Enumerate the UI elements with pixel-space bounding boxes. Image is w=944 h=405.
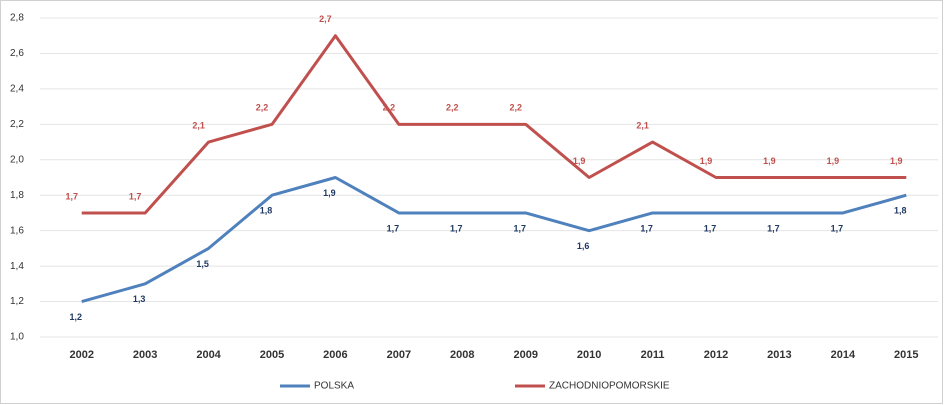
data-label: 1,7 <box>704 223 717 233</box>
data-label: 1,6 <box>577 241 590 251</box>
x-tick-label: 2003 <box>133 349 157 361</box>
data-label: 2,2 <box>383 103 396 113</box>
data-label: 2,1 <box>192 120 205 130</box>
data-label: 1,7 <box>640 223 653 233</box>
data-label: 1,7 <box>831 223 844 233</box>
x-tick-label: 2006 <box>323 349 347 361</box>
data-label: 2,7 <box>319 14 332 24</box>
x-tick-label: 2005 <box>260 349 284 361</box>
data-label: 2,2 <box>446 103 459 113</box>
data-label: 1,7 <box>767 223 780 233</box>
data-label: 1,9 <box>700 156 713 166</box>
y-tick-label: 2,4 <box>10 84 24 95</box>
data-label: 1,9 <box>890 156 903 166</box>
x-tick-label: 2011 <box>641 349 665 361</box>
data-label: 1,7 <box>129 191 142 201</box>
x-tick-label: 2008 <box>450 349 474 361</box>
y-tick-label: 1,0 <box>10 332 24 343</box>
legend-label: POLSKA <box>314 381 354 392</box>
data-label: 1,7 <box>65 191 78 201</box>
data-label: 2,2 <box>256 103 269 113</box>
x-tick-label: 2013 <box>767 349 791 361</box>
series-line <box>81 34 907 215</box>
x-tick-label: 2015 <box>894 349 918 361</box>
data-label: 1,9 <box>573 156 586 166</box>
x-tick-label: 2014 <box>831 349 856 361</box>
y-tick-label: 2,8 <box>10 13 24 24</box>
data-label: 1,8 <box>260 206 273 216</box>
data-label: 2,1 <box>636 120 649 130</box>
y-tick-label: 2,0 <box>10 154 24 165</box>
legend-label: ZACHODNIOPOMORSKIE <box>549 381 670 392</box>
data-label: 1,9 <box>763 156 776 166</box>
x-tick-label: 2010 <box>577 349 601 361</box>
y-tick-label: 1,2 <box>10 296 24 307</box>
series-line <box>81 176 907 304</box>
data-label: 1,2 <box>69 312 82 322</box>
x-tick-label: 2007 <box>387 349 411 361</box>
y-tick-label: 1,6 <box>10 225 24 236</box>
y-tick-label: 1,4 <box>10 261 24 272</box>
data-label: 1,7 <box>513 223 526 233</box>
y-tick-label: 2,6 <box>10 48 24 59</box>
data-label: 1,3 <box>133 294 146 304</box>
data-label: 2,2 <box>509 103 522 113</box>
x-tick-label: 2012 <box>704 349 728 361</box>
data-label: 1,7 <box>450 223 463 233</box>
data-label: 1,9 <box>323 188 336 198</box>
x-tick-label: 2009 <box>513 349 537 361</box>
x-tick-label: 2002 <box>69 349 93 361</box>
y-tick-label: 1,8 <box>10 190 24 201</box>
y-tick-label: 2,2 <box>10 119 24 130</box>
data-label: 1,7 <box>387 223 400 233</box>
data-label: 1,5 <box>196 259 209 269</box>
data-label: 1,9 <box>827 156 840 166</box>
data-label: 1,8 <box>894 206 907 216</box>
x-tick-label: 2004 <box>196 349 221 361</box>
